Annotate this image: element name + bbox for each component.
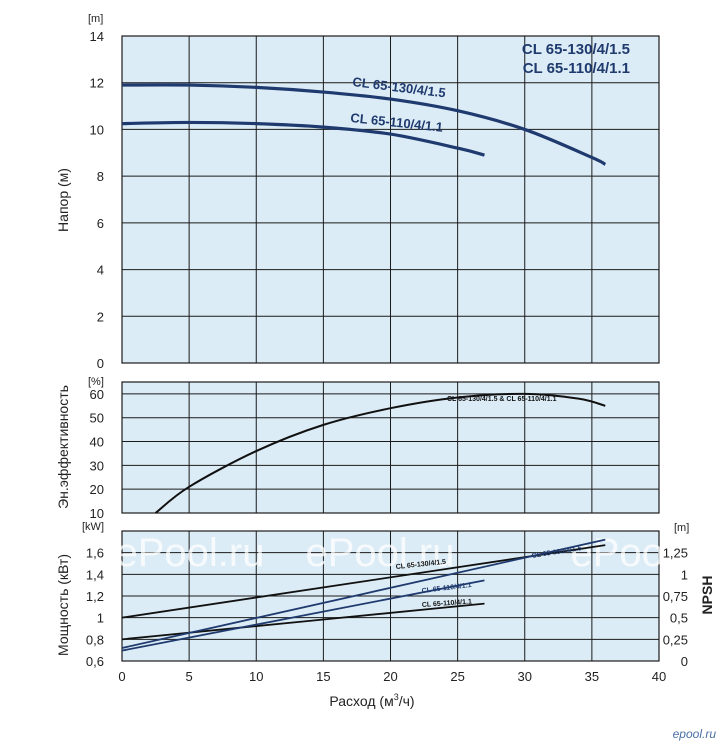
head-y-tick-label: 8 — [97, 169, 104, 184]
eff-y-tick-label: 50 — [90, 411, 104, 426]
eff-y-tick-label: 10 — [90, 506, 104, 521]
head-y-tick-label: 12 — [90, 76, 104, 91]
power-npsh-chart: ePool.ru ePool.ru ePool.ru 0,6 0,8 1 1,2 1,4 1,6… — [55, 521, 719, 709]
head-legend-item: CL 65-110/4/1.1 — [523, 60, 630, 77]
x-tick-label: 40 — [652, 669, 666, 684]
head-frame — [121, 35, 660, 364]
eff-y-tick-label: 20 — [90, 482, 104, 497]
npsh-series-line — [121, 579, 485, 652]
head-y-tick-label: 10 — [90, 122, 104, 137]
head-y-tick-label: 4 — [97, 263, 104, 278]
power-y-axis-title: Мощность (кВт) — [55, 554, 71, 656]
power-y-tick-label: 1,4 — [86, 567, 104, 582]
power-y-tick-label: 1,6 — [86, 546, 104, 561]
x-tick-label: 15 — [316, 669, 330, 684]
head-y-tick-label: 14 — [90, 29, 104, 44]
npsh-y-tick-label: 0 — [681, 654, 688, 669]
head-series-line — [121, 120, 485, 157]
eff-unit-label: [%] — [88, 376, 104, 388]
watermark-text: ePool.ru — [571, 531, 720, 575]
eff-series-line — [154, 392, 606, 514]
npsh-y-axis-title: NPSH — [699, 576, 715, 615]
watermark-text: ePool.ru — [306, 531, 455, 575]
eff-y-tick-label: 60 — [90, 387, 104, 402]
decorations: epool.ru — [673, 727, 717, 741]
power-series-line — [121, 602, 485, 641]
eff-curve-label: CL 65-130/4/1.5 & CL 65-110/4/1.1 — [447, 396, 557, 403]
head-series-line — [121, 83, 607, 166]
power-series-line — [121, 544, 606, 619]
head-legend-item: CL 65-130/4/1.5 — [522, 41, 630, 58]
npsh-y-tick-label: 1,25 — [663, 546, 688, 561]
head-y-axis-title: Напор (м) — [55, 168, 71, 232]
power-unit-label: [kW] — [82, 521, 104, 533]
eff-y-tick-label: 30 — [90, 458, 104, 473]
npsh-y-tick-label: 0,25 — [663, 632, 688, 647]
head-y-tick-label: 6 — [97, 216, 104, 231]
x-tick-label: 35 — [585, 669, 599, 684]
head-unit-label: [m] — [88, 13, 103, 25]
x-tick-label: 0 — [118, 669, 125, 684]
x-tick-label: 30 — [518, 669, 532, 684]
npsh-unit-label: [m] — [674, 522, 689, 534]
eff-frame — [121, 381, 660, 514]
x-tick-label: 20 — [383, 669, 397, 684]
efficiency-chart: 10 20 30 40 50 60[%] Эн.эффективность CL 65-130… — [55, 376, 660, 521]
watermark-text: ePool.ru — [116, 531, 265, 575]
npsh-y-tick-label: 0,5 — [670, 611, 688, 626]
power-y-tick-label: 0,8 — [86, 632, 104, 647]
x-tick-label: 10 — [249, 669, 263, 684]
x-tick-label: 25 — [450, 669, 464, 684]
x-axis-title: Расход (м3/ч) — [329, 692, 414, 709]
x-tick-label: 5 — [186, 669, 193, 684]
npsh-y-tick-label: 1 — [681, 567, 688, 582]
npsh-series-line — [121, 538, 606, 649]
power-y-tick-label: 1 — [97, 611, 104, 626]
brand-logo: epool.ru — [673, 727, 717, 741]
head-y-tick-label: 0 — [97, 356, 104, 371]
pow-frame — [121, 530, 660, 662]
npsh-y-tick-label: 0,75 — [663, 589, 688, 604]
eff-y-tick-label: 40 — [90, 435, 104, 450]
head-chart: 0 2 4 6 8 10 12 14 [m] Напор (м) CL 65-130/4/1.5 CL… — [55, 13, 660, 371]
head-y-tick-label: 2 — [97, 309, 104, 324]
eff-y-axis-title: Эн.эффективность — [55, 385, 71, 509]
power-y-tick-label: 1,2 — [86, 589, 104, 604]
power-curve-label: CL 65-110/4/1.1 — [422, 599, 473, 609]
power-y-tick-label: 0,6 — [86, 654, 104, 669]
